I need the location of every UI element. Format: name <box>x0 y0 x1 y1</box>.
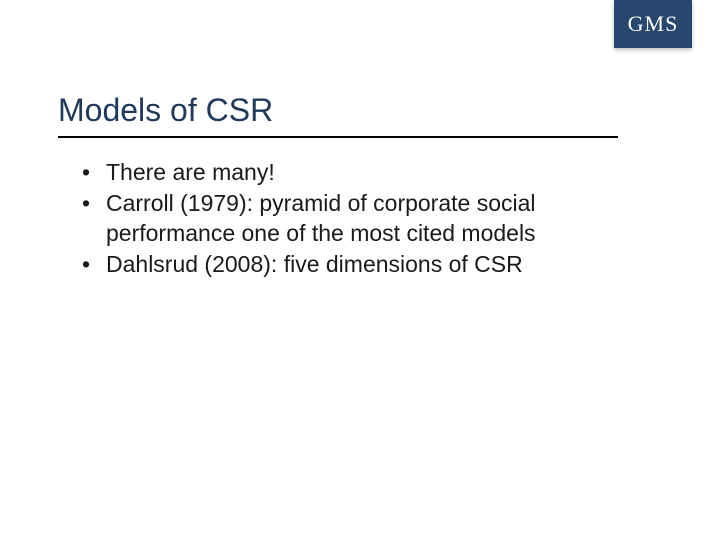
bullet-text: Dahlsrud (2008): five dimensions of CSR <box>106 251 523 277</box>
logo-badge: GMS <box>614 0 692 48</box>
slide: GMS Models of CSR There are many! Carrol… <box>0 0 720 540</box>
logo-text: GMS <box>628 11 679 37</box>
list-item: There are many! <box>76 158 636 187</box>
page-title: Models of CSR <box>58 92 273 129</box>
title-underline <box>58 136 618 138</box>
list-item: Carroll (1979): pyramid of corporate soc… <box>76 189 636 248</box>
list-item: Dahlsrud (2008): five dimensions of CSR <box>76 250 636 279</box>
bullet-text: Carroll (1979): pyramid of corporate soc… <box>106 190 536 245</box>
body-text: There are many! Carroll (1979): pyramid … <box>76 158 636 282</box>
bullet-list: There are many! Carroll (1979): pyramid … <box>76 158 636 280</box>
bullet-text: There are many! <box>106 159 275 185</box>
